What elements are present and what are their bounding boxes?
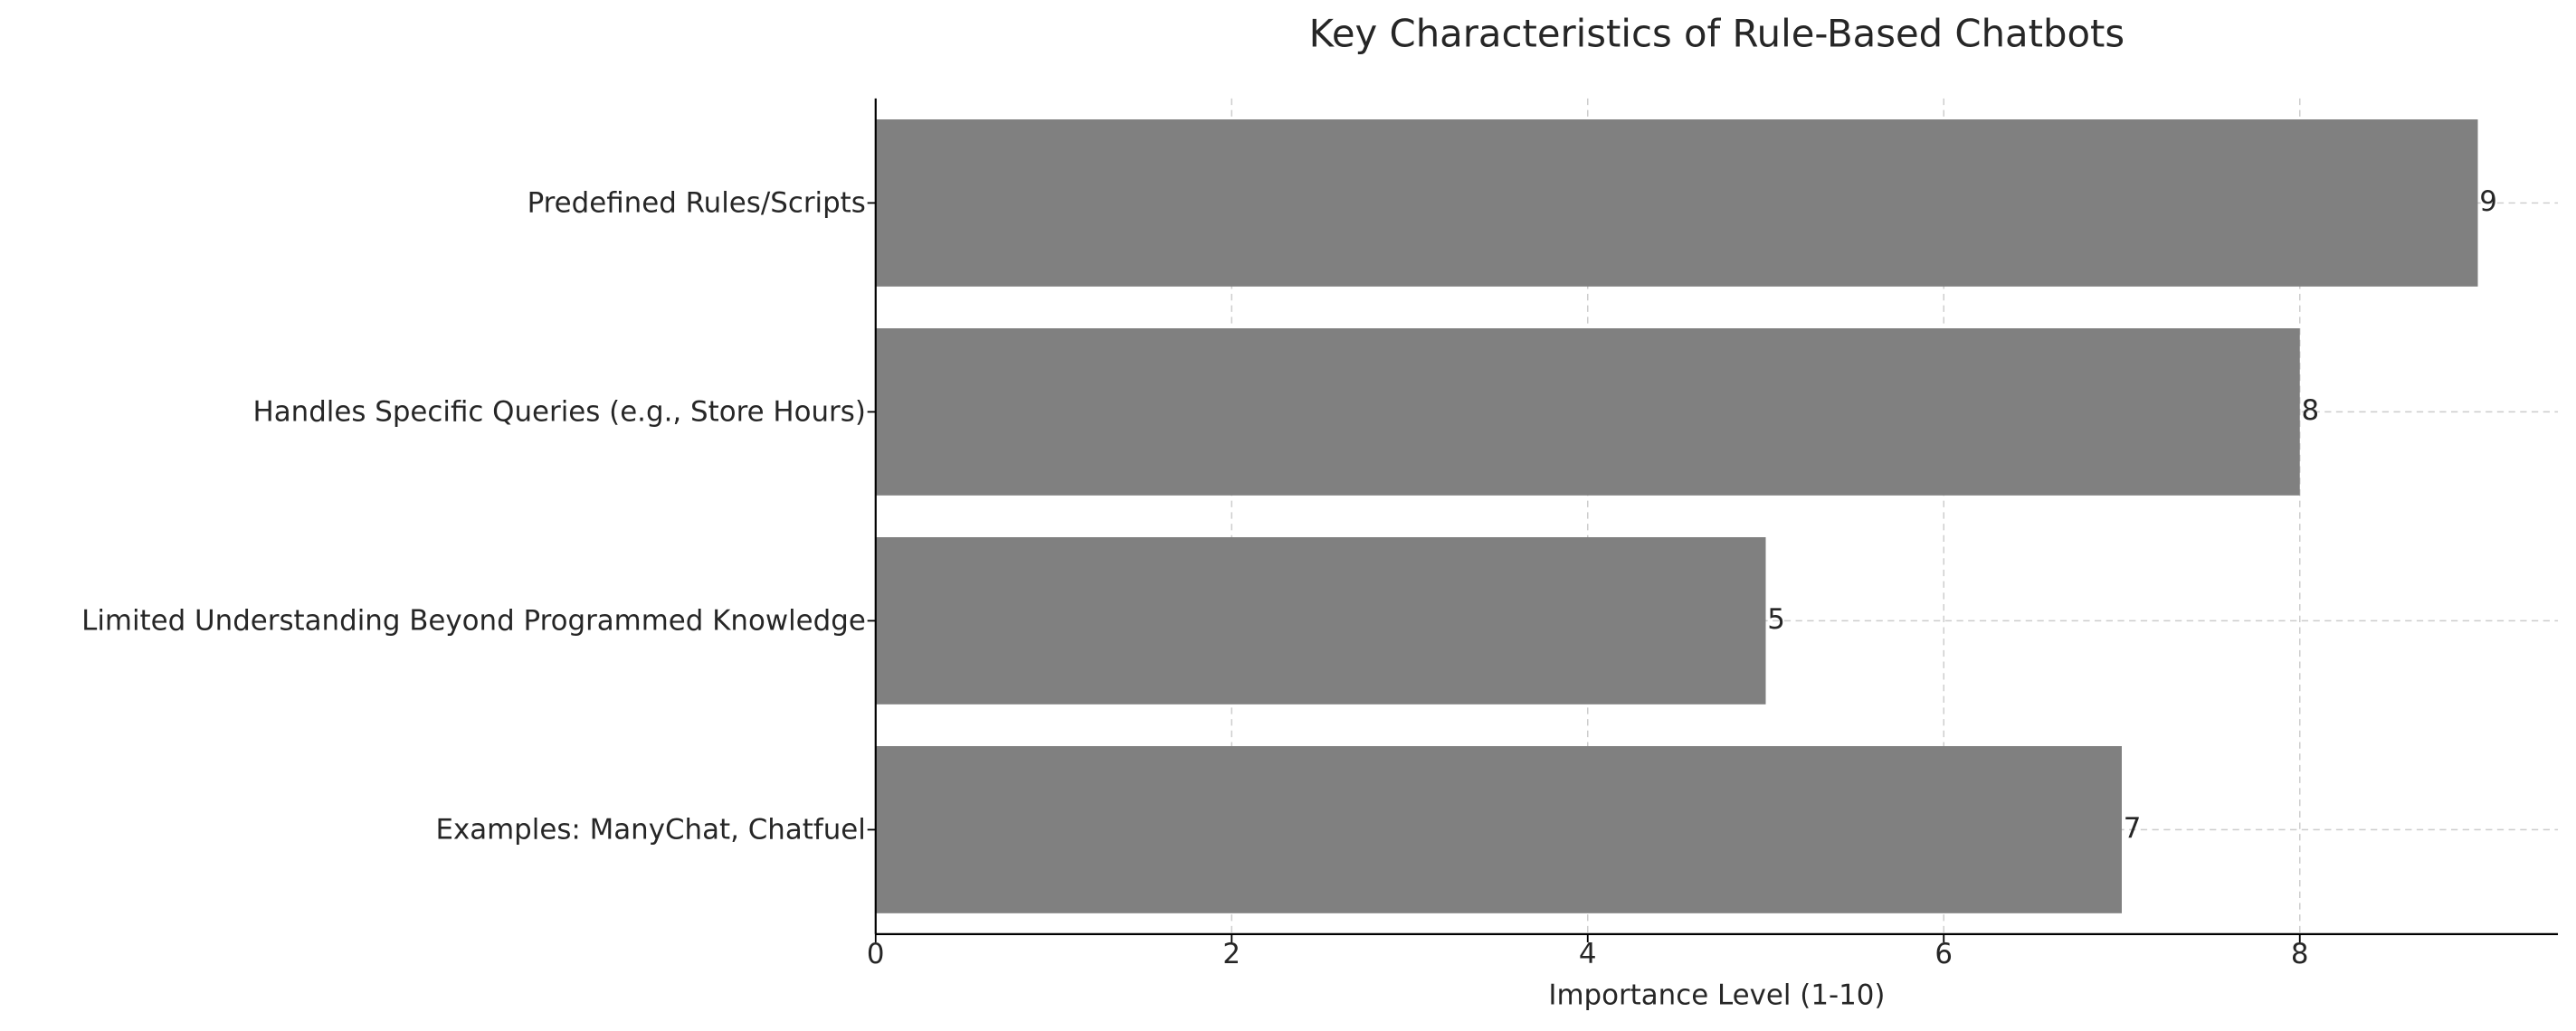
chart-title: Key Characteristics of Rule-Based Chatbo… <box>1309 11 2125 55</box>
bar <box>875 119 2478 287</box>
y-tick-label: Examples: ManyChat, Chatfuel <box>435 814 865 847</box>
x-tick-label: 8 <box>2291 938 2309 970</box>
x-tick-label: 4 <box>1579 938 1597 970</box>
bar <box>875 746 2122 913</box>
x-axis-label: Importance Level (1-10) <box>1548 979 1885 1011</box>
data-label: 9 <box>2479 185 2497 218</box>
bar <box>875 328 2300 496</box>
data-label: 5 <box>1767 603 1785 636</box>
y-tick-label: Limited Understanding Beyond Programmed … <box>81 605 866 638</box>
x-tick-label: 6 <box>1934 938 1953 970</box>
data-label: 7 <box>2124 812 2142 845</box>
x-tick-label: 2 <box>1222 938 1240 970</box>
bar <box>875 537 1766 705</box>
x-tick-label: 0 <box>867 938 885 970</box>
y-tick-label: Handles Specific Queries (e.g., Store Ho… <box>253 396 866 429</box>
data-label: 8 <box>2302 394 2320 427</box>
y-tick-label: Predefined Rules/Scripts <box>528 187 866 220</box>
